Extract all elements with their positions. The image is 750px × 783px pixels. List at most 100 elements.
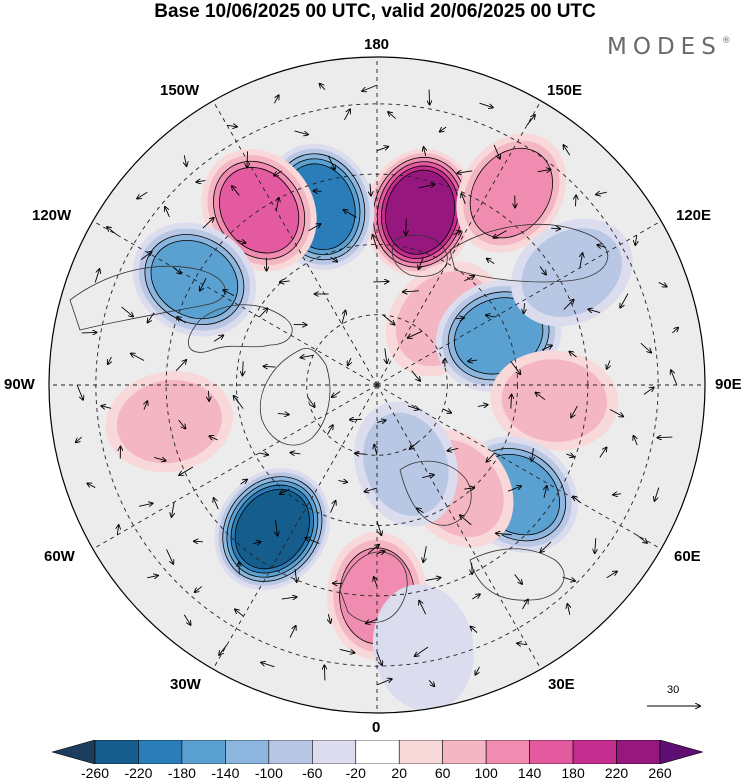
- wind-vector: [571, 405, 578, 417]
- wind-vector: [486, 315, 495, 317]
- wind-vector: [418, 184, 435, 189]
- wind-vector: [493, 144, 500, 159]
- wind-vector: [196, 180, 206, 182]
- wind-vector: [376, 551, 385, 553]
- wind-vector: [195, 586, 203, 593]
- wind-vector: [276, 198, 278, 211]
- wind-vector: [575, 195, 576, 207]
- wind-vector: [223, 290, 235, 297]
- wind-vector: [493, 230, 507, 238]
- colorbar-tick-label: -100: [254, 765, 283, 781]
- wind-vector: [247, 151, 248, 167]
- wind-vector: [366, 618, 378, 623]
- wind-vector: [108, 356, 112, 364]
- colorbar-tick-label: 60: [434, 765, 451, 781]
- latitude-circle: [306, 314, 448, 456]
- wind-vector: [562, 576, 575, 581]
- wind-vector: [348, 357, 351, 365]
- wind-vector: [487, 259, 495, 265]
- wind-vector: [580, 253, 583, 268]
- lon-label-120w: 120W: [32, 207, 72, 224]
- wind-vector: [541, 345, 552, 351]
- wind-vector: [479, 102, 493, 107]
- wind-vector: [406, 218, 407, 235]
- wind-vector: [277, 413, 289, 414]
- wind-vector: [219, 644, 228, 655]
- lon-label-90w: 90W: [4, 376, 35, 393]
- colorbar-tick-label: 260: [648, 765, 672, 781]
- wind-vector: [194, 541, 203, 542]
- wind-vector: [234, 396, 244, 409]
- colorbar-tick-label: 220: [604, 765, 629, 781]
- wind-vector: [477, 405, 488, 407]
- wind-vector: [280, 488, 290, 494]
- colorbar-tick-label: -260: [80, 765, 110, 781]
- meridian-line: [376, 215, 670, 386]
- wind-vector: [117, 525, 118, 536]
- meridian-line: [84, 384, 378, 555]
- wind-vector: [496, 533, 512, 534]
- wind-vector: [339, 649, 355, 652]
- wind-vector: [376, 420, 386, 422]
- graticule: [49, 57, 705, 713]
- wind-vector: [419, 601, 427, 615]
- wind-vector: [609, 409, 623, 416]
- colorbar-tick-label: 100: [474, 765, 498, 781]
- wind-vector: [183, 614, 190, 625]
- meridian-line: [376, 384, 670, 555]
- anomaly-contour: [501, 359, 608, 442]
- wind-vector: [209, 436, 218, 440]
- wind-vector: [179, 466, 194, 475]
- wind-vector: [429, 89, 430, 105]
- wind-vector: [588, 309, 600, 312]
- colorbar-tick-label: -180: [167, 765, 196, 781]
- lon-label-30e: 30E: [548, 676, 575, 693]
- wind-vector: [367, 545, 379, 554]
- colorbar-segment: [94, 740, 139, 764]
- wind-vector: [320, 84, 326, 90]
- wind-vector: [131, 353, 145, 361]
- wind-vector: [532, 448, 534, 461]
- wind-vector: [544, 486, 547, 498]
- colorbar-tick-label: -20: [345, 765, 366, 781]
- colorbar: [52, 740, 703, 764]
- wind-vector: [165, 207, 170, 218]
- wind-vectors: [76, 84, 679, 687]
- wind-vector: [373, 281, 388, 282]
- colorbar-segment: [225, 740, 270, 764]
- anomaly-contour: [372, 584, 474, 712]
- wind-vector: [177, 317, 186, 324]
- wind-vector: [178, 419, 186, 429]
- colorbar-segment: [268, 740, 313, 764]
- wind-vector: [374, 577, 377, 587]
- wind-vector: [252, 542, 261, 544]
- colorbar-segment: [616, 740, 661, 764]
- wind-vector: [535, 392, 546, 401]
- wind-vector: [424, 147, 426, 156]
- wind-vector: [308, 224, 320, 232]
- colorbar-segment: [659, 740, 703, 764]
- colorbar-segment: [52, 740, 96, 764]
- wind-vector: [376, 520, 381, 535]
- wind-vector: [258, 308, 267, 318]
- wind-vector: [599, 447, 607, 458]
- wind-vector: [551, 228, 560, 229]
- meridian-line: [84, 215, 378, 386]
- wind-vector: [417, 508, 424, 514]
- wind-vector: [376, 147, 388, 152]
- wind-vector: [526, 115, 535, 126]
- wind-vector: [620, 293, 629, 308]
- colorbar-segment: [312, 740, 357, 764]
- wind-vector: [596, 192, 607, 194]
- wind-vector: [514, 574, 522, 584]
- wind-vector: [563, 145, 571, 156]
- lon-label-60e: 60E: [674, 548, 701, 565]
- wind-vector: [121, 306, 133, 317]
- wind-vector: [460, 515, 472, 526]
- wind-vector: [81, 332, 97, 333]
- wind-vector: [202, 218, 214, 229]
- wind-vector: [569, 352, 577, 358]
- wind-vector: [261, 662, 275, 668]
- lon-label-60w: 60W: [44, 548, 75, 565]
- meridian-line: [207, 384, 378, 678]
